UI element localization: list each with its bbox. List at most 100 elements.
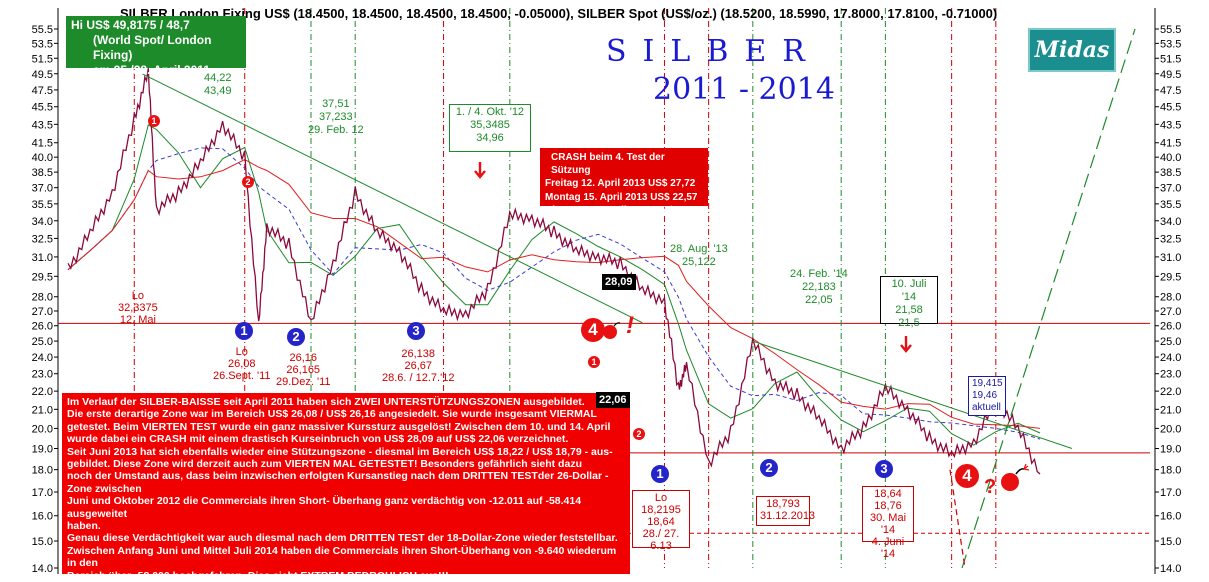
- label-feb14-line: 22,183: [802, 281, 836, 293]
- y-tick-label-left: 17.0: [32, 487, 53, 499]
- commentary-line: Juni und Oktober 2012 die Commercials ih…: [67, 495, 582, 520]
- trend-line-down-2: [752, 340, 1073, 449]
- y-tick-label-right: 19.0: [1160, 443, 1181, 455]
- hi-box: Hi US$ 49,8175 / 48,7 (World Spot/ Londo…: [66, 16, 246, 77]
- crash-box-line-4: Dienstag 16.April 2013 US$ 22,06: [545, 204, 702, 216]
- label-dez11-line: 29.Dez. '11: [276, 376, 331, 388]
- midas-logo: Midas: [1028, 28, 1116, 72]
- y-tick-label-right: 41.5: [1160, 138, 1181, 150]
- y-tick-label-left: 51.5: [32, 53, 53, 65]
- label-okt-line: 1. / 4. Okt. '12: [455, 106, 525, 118]
- label-mai14-line: 30. Mai '14: [869, 512, 907, 536]
- label-lo13-line: 18,2195: [641, 504, 681, 516]
- label-4422-line: 43,49: [204, 85, 232, 97]
- trend-line-projection-up: [961, 28, 1136, 569]
- label-juli14-line: 10. Juli '14: [891, 278, 927, 303]
- trend-line-down-1: [142, 73, 643, 324]
- y-tick-label-right: 49.5: [1160, 69, 1181, 81]
- support-marker-1: 1: [235, 322, 253, 340]
- y-tick-label-left: 45.5: [32, 102, 53, 114]
- label-feb14-line: 22,05: [805, 294, 833, 306]
- y-tick-label-right: 29.5: [1160, 271, 1181, 283]
- commentary-line: Genau diese Verdächtigkeit war auch dies…: [67, 532, 618, 545]
- hi-box-line-2: (World Spot/ London Fixing): [93, 33, 212, 62]
- y-tick-label-left: 20.0: [32, 423, 53, 435]
- hi-box-line-1: Hi US$ 49,8175 / 48,7: [71, 18, 190, 32]
- label-lo-sept-line: Lo: [235, 346, 248, 358]
- label-mai14-line: 18,64: [874, 488, 902, 500]
- commentary-line: haben.: [67, 520, 101, 533]
- y-tick-label-left: 28.0: [32, 292, 53, 304]
- crash-box-line-1: CRASH beim 4. Test der Sützung: [551, 152, 665, 177]
- y-tick-label-left: 19.0: [32, 443, 53, 455]
- y-tick-label-left: 26.0: [32, 321, 53, 333]
- label-dez11-line: 26,165: [286, 364, 321, 376]
- label-okt-line: 34,96: [476, 132, 504, 144]
- y-tick-label-right: 24.0: [1160, 352, 1181, 364]
- commentary-line: Zwischen Anfang Juni und Mittel Juli 201…: [67, 544, 617, 570]
- label-lo-sept: Lo 26,08 26.Sept. '11: [213, 346, 271, 382]
- label-dez-13: 18,793 31.12.2013: [756, 496, 816, 526]
- y-tick-label-right: 35.5: [1160, 199, 1181, 211]
- commentary-line: Die erste derartige Zone war im Bereich …: [67, 408, 597, 421]
- crash-box: CRASH beim 4. Test der Sützung Freitag 1…: [540, 148, 708, 216]
- y-tick-label-left: 18.0: [32, 465, 53, 477]
- label-4422-line: 44,22: [204, 72, 232, 84]
- label-juli14-line: 21,5: [898, 317, 920, 329]
- label-lo-13: Lo 18,2195 18,64 28./ 27. 6.13: [632, 490, 690, 552]
- y-tick-label-right: 16.0: [1160, 511, 1181, 523]
- label-juli-14: 10. Juli '14 21,58 21,5: [880, 276, 938, 329]
- y-tick-label-right: 55.5: [1160, 24, 1181, 36]
- label-aktuell-line: 19,415: [972, 378, 1003, 389]
- y-tick-label-left: 31.0: [32, 252, 53, 264]
- label-4422: 44,22 43,49: [204, 72, 232, 98]
- y-tick-label-left: 32.5: [32, 233, 53, 245]
- label-dez13-line: 31.12.2013: [760, 510, 816, 522]
- label-mai14-line: 18,76: [874, 500, 902, 512]
- y-tick-label-left: 49.5: [32, 69, 53, 81]
- y-tick-label-left: 47.5: [32, 85, 53, 97]
- ma-mid-line: [67, 147, 1041, 440]
- label-lo-mai-line: Lo: [131, 290, 144, 302]
- down-arrow-icon: [474, 162, 486, 179]
- question-mark: ?: [984, 476, 997, 498]
- support-marker-3: 3: [407, 322, 425, 340]
- label-lo13-line: 18,64: [647, 516, 675, 528]
- arrow-marker-2b: 2: [633, 428, 645, 440]
- crash-box-line-2: Freitag 12. April 2013 US$ 27,72: [545, 178, 696, 190]
- y-tick-label-right: 20.0: [1160, 423, 1181, 435]
- exclamation-mark: !: [626, 312, 634, 339]
- y-tick-label-right: 53.5: [1160, 38, 1181, 50]
- label-juni12-line: 26,138: [401, 348, 436, 360]
- y-tick-label-right: 32.5: [1160, 233, 1181, 245]
- label-aktuell-line: 19,46: [972, 390, 998, 401]
- price-series-line: [67, 68, 1041, 475]
- arrow-marker-2: 2: [242, 176, 254, 188]
- label-juli14-line: 21,58: [895, 304, 923, 316]
- crash-marker-4b: 4: [955, 464, 979, 488]
- support-marker-2: 2: [287, 328, 305, 346]
- y-tick-label-right: 45.5: [1160, 102, 1181, 114]
- label-dez-11: 26,16 26,165 29.Dez. '11: [276, 352, 330, 388]
- trend-line-projection-down: [949, 469, 966, 569]
- chart-title-word: SILBER: [606, 34, 821, 69]
- commentary-line: Im Verlauf der SILBER-BAISSE seit April …: [67, 396, 585, 408]
- arrow-marker-1: 1: [148, 115, 160, 127]
- label-aktuell: 19,415 19,46 aktuell: [968, 376, 1006, 416]
- y-tick-label-left: 23.0: [32, 369, 53, 381]
- y-tick-label-left: 14.0: [32, 563, 53, 574]
- bomb-icon: [603, 322, 621, 339]
- label-feb-14: 24. Feb. '14 22,183 22,05: [790, 268, 848, 307]
- label-dez11-line: 26,16: [289, 352, 317, 364]
- bottom-commentary: Im Verlauf der SILBER-BAISSE seit April …: [62, 393, 630, 582]
- y-tick-label-right: 38.5: [1160, 167, 1181, 179]
- label-mai-14: 18,64 18,76 30. Mai '14 4. Juni '14: [862, 486, 914, 560]
- y-tick-label-right: 26.0: [1160, 321, 1181, 333]
- price-tag-2809: 28,09: [602, 274, 636, 290]
- y-tick-label-right: 21.0: [1160, 404, 1181, 416]
- commentary-line: Seit Juni 2013 hat sich ebenfalls wieder…: [67, 445, 613, 458]
- y-tick-label-left: 40.0: [32, 152, 53, 164]
- y-tick-label-right: 51.5: [1160, 53, 1181, 65]
- label-3751-line: 37,233: [319, 111, 353, 123]
